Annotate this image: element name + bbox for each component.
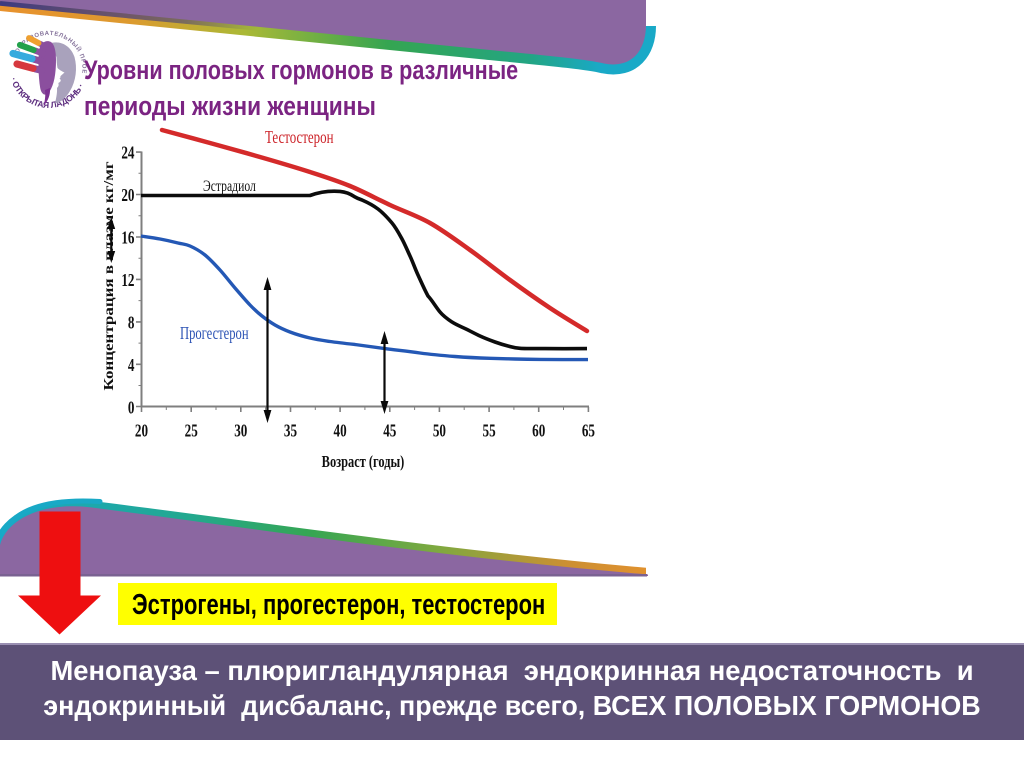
svg-text:35: 35: [284, 422, 297, 441]
svg-text:65: 65: [582, 422, 595, 441]
svg-text:45: 45: [383, 422, 396, 441]
svg-text:25: 25: [185, 422, 198, 441]
svg-text:Эстрадиол: Эстрадиол: [203, 178, 256, 195]
svg-text:Концентрация в плазме кг/мг: Концентрация в плазме кг/мг: [102, 161, 117, 390]
svg-text:12: 12: [121, 271, 134, 290]
svg-text:Тестостерон: Тестостерон: [265, 128, 334, 148]
svg-text:Возраст (годы): Возраст (годы): [322, 453, 405, 471]
svg-text:0: 0: [128, 398, 135, 417]
svg-text:55: 55: [483, 422, 496, 441]
svg-text:Прогестерон: Прогестерон: [180, 324, 249, 344]
svg-text:16: 16: [121, 229, 134, 248]
svg-text:20: 20: [135, 422, 148, 441]
svg-text:50: 50: [433, 422, 446, 441]
svg-text:8: 8: [128, 314, 135, 333]
svg-text:4: 4: [128, 356, 135, 375]
svg-text:20: 20: [121, 186, 134, 205]
svg-text:30: 30: [234, 422, 247, 441]
svg-text:60: 60: [532, 422, 545, 441]
svg-text:24: 24: [121, 144, 134, 163]
svg-text:40: 40: [334, 422, 347, 441]
